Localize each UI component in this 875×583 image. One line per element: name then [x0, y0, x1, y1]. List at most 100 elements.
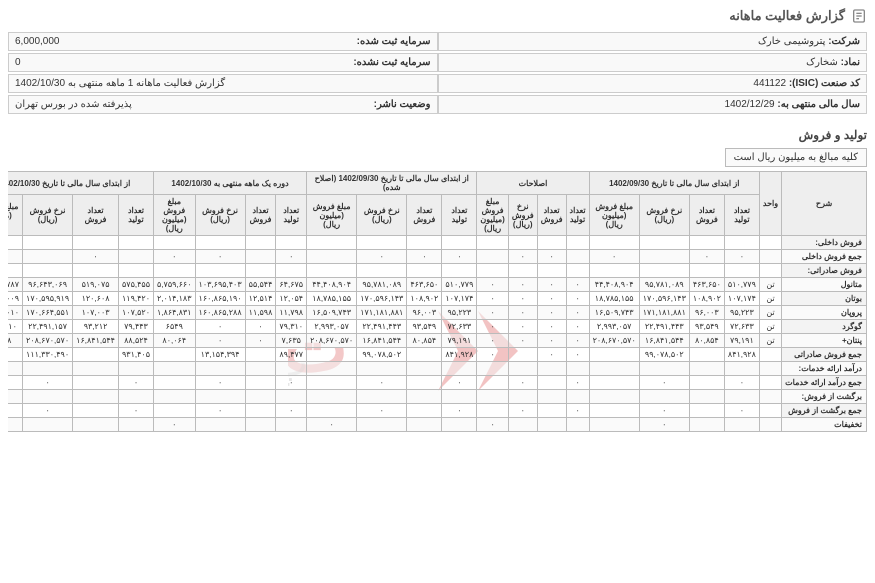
- cell: ۱۰۷,۱۷۴: [442, 292, 477, 306]
- cell: [689, 264, 724, 278]
- info-fiscal-year: سال مالی منتهی به: 1402/12/29: [438, 95, 868, 114]
- cell: [566, 264, 589, 278]
- cell: ۱۷۰,۵۹۶,۱۴۳: [639, 292, 689, 306]
- cell: [195, 418, 245, 432]
- col-period1: از ابتدای سال مالی تا تاریخ 1402/09/30: [589, 172, 759, 195]
- cell: [759, 348, 781, 362]
- cell: ۷۹,۴۴۳: [118, 320, 153, 334]
- cell: ۹۹,۰۷۸,۵۰۲: [357, 348, 407, 362]
- cell: [407, 418, 442, 432]
- cell: [759, 362, 781, 376]
- cell: ۵۰,۱۰۸,۷۸۷: [8, 278, 23, 292]
- cell: ۰: [537, 334, 566, 348]
- sub-col-rate: نرخ فروش (ریال): [23, 195, 73, 236]
- cell: ۷۲,۶۳۳: [442, 320, 477, 334]
- cell: ۷,۶۳۵: [276, 334, 307, 348]
- cell: [307, 236, 357, 250]
- table-row: برگشت از فروش:: [8, 390, 867, 404]
- cell: ۵۱۰,۷۷۹: [442, 278, 477, 292]
- cell: [639, 250, 689, 264]
- cell: [759, 376, 781, 390]
- cell: ۹۳,۲۱۲: [73, 320, 119, 334]
- production-sales-table: شرح واحد از ابتدای سال مالی تا تاریخ 140…: [8, 171, 867, 432]
- cell: [724, 362, 759, 376]
- cell: ۱۶,۸۴۱,۵۴۴: [73, 334, 119, 348]
- row-label: جمع فروش صادراتی: [782, 348, 867, 362]
- cell: ۰: [537, 320, 566, 334]
- cell: [118, 264, 153, 278]
- cell: [307, 404, 357, 418]
- cell: [537, 362, 566, 376]
- cell: تن: [759, 320, 781, 334]
- cell: ۱۷۰,۵۹۵,۹۱۹: [23, 292, 73, 306]
- row-label: پروپان: [782, 306, 867, 320]
- cell: ۲,۰۱۴,۱۸۳: [154, 292, 196, 306]
- cell: [724, 264, 759, 278]
- cell: ۰: [118, 404, 153, 418]
- cell: ۰: [442, 250, 477, 264]
- sub-col-amount: مبلغ فروش (میلیون ریال): [154, 195, 196, 236]
- cell: ۱۶,۵۰۹,۷۴۳: [589, 306, 639, 320]
- cell: [689, 362, 724, 376]
- cell: [508, 348, 537, 362]
- cell: ۰: [508, 278, 537, 292]
- cell: [357, 418, 407, 432]
- cell: [307, 390, 357, 404]
- cell: [759, 418, 781, 432]
- cell: ۱۲,۰۵۴: [276, 292, 307, 306]
- page-title-text: گزارش فعالیت ماهانه: [729, 8, 845, 24]
- cell: [566, 250, 589, 264]
- cell: ۰: [508, 292, 537, 306]
- row-label: جمع برگشت از فروش: [782, 404, 867, 418]
- cell: [73, 418, 119, 432]
- cell: ۲۰,۸۰۰,۰۰۹: [8, 292, 23, 306]
- cell: [689, 348, 724, 362]
- sub-col-amount: مبلغ فروش (میلیون ریال): [307, 195, 357, 236]
- cell: [537, 264, 566, 278]
- cell: ۰: [407, 250, 442, 264]
- cell: ۱۰۷,۰۰۳: [73, 306, 119, 320]
- cell: [689, 404, 724, 418]
- col-period2: از ابتدای سال مالی تا تاریخ 1402/10/30: [8, 172, 154, 195]
- cell: ۰: [537, 278, 566, 292]
- cell: ۵,۷۵۹,۶۶۰: [154, 278, 196, 292]
- cell: [357, 390, 407, 404]
- cell: [566, 390, 589, 404]
- cell: [118, 236, 153, 250]
- cell: ۹۵,۷۸۱,۰۸۹: [357, 278, 407, 292]
- sub-col-amount: مبلغ فروش (میلیون ریال): [477, 195, 508, 236]
- cell: [589, 348, 639, 362]
- cell: ۱۷۱,۱۸۱,۸۸۱: [639, 306, 689, 320]
- cell: [8, 348, 23, 362]
- sub-col-prod_qty: تعداد تولید: [118, 195, 153, 236]
- cell: ۰: [245, 334, 276, 348]
- row-label: بوتان: [782, 292, 867, 306]
- cell: [589, 404, 639, 418]
- sub-col-rate: نرخ فروش (ریال): [195, 195, 245, 236]
- cell: ۰: [689, 250, 724, 264]
- cell: ۰: [118, 376, 153, 390]
- cell: [566, 362, 589, 376]
- cell: [442, 418, 477, 432]
- table-row: درآمد ارائه خدمات:: [8, 362, 867, 376]
- cell: ۰: [154, 250, 196, 264]
- cell: ۰: [357, 250, 407, 264]
- cell: [23, 418, 73, 432]
- cell: [477, 404, 508, 418]
- cell: تن: [759, 278, 781, 292]
- col-adjust: اصلاحات: [477, 172, 589, 195]
- cell: ۰: [357, 404, 407, 418]
- cell: ۵۱۰,۷۷۹: [724, 278, 759, 292]
- cell: ۰: [724, 250, 759, 264]
- info-capital-unreg: سرمایه ثبت نشده: 0: [8, 53, 438, 72]
- cell: [307, 362, 357, 376]
- sub-col-sale_qty: تعداد فروش: [73, 195, 119, 236]
- cell: [245, 418, 276, 432]
- cell: [118, 362, 153, 376]
- cell: [477, 250, 508, 264]
- row-label: برگشت از فروش:: [782, 390, 867, 404]
- cell: ۹۶,۰۰۳: [689, 306, 724, 320]
- cell: ۲۲,۴۹۱,۴۴۳: [639, 320, 689, 334]
- cell: ۱۰۷,۱۷۴: [724, 292, 759, 306]
- cell: [73, 236, 119, 250]
